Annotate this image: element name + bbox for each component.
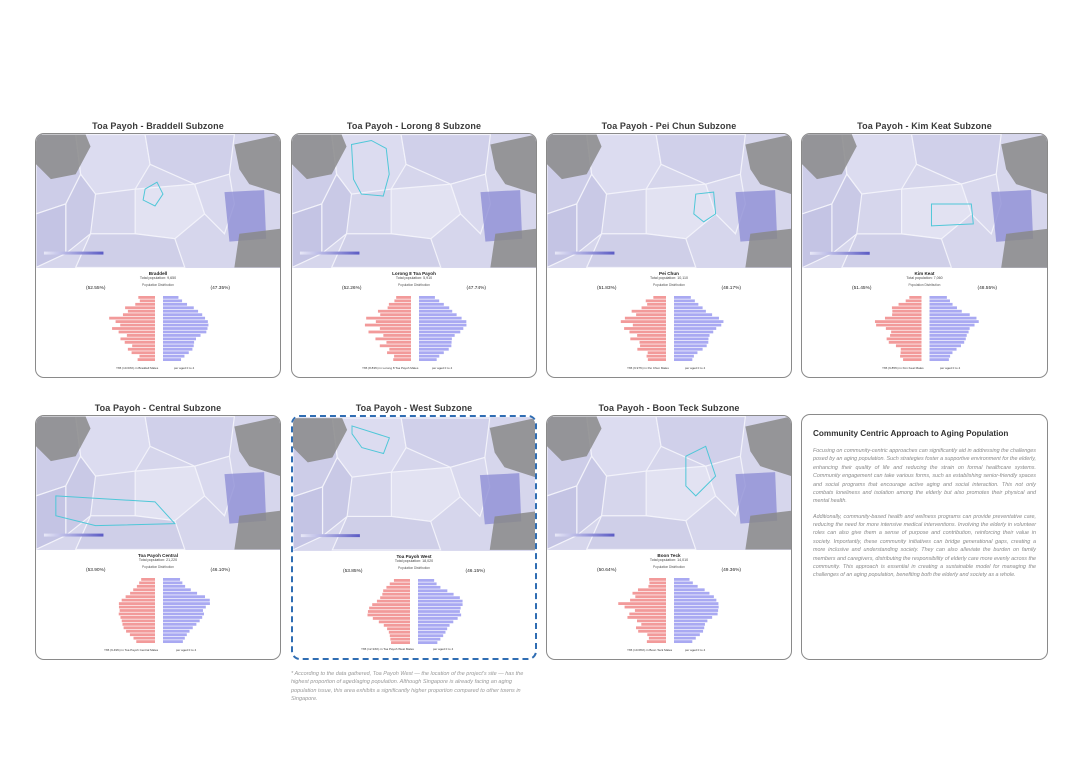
subzone-map <box>36 416 280 550</box>
pyramid-subtitle: Population Distribution <box>908 283 941 287</box>
pyramid-subtitle: Population Distribution <box>142 565 174 569</box>
article-paragraph-1: Focusing on community-centric approaches… <box>813 448 1036 505</box>
female-percentage: (49.36%) <box>721 568 741 573</box>
pyramid-subtitle: Population Distribution <box>142 283 174 287</box>
subzone-card-west: Toa Payoh West Total population: 18,020 … <box>291 415 537 660</box>
subzone-card-central: Toa Payoh Central Total population: 21,2… <box>35 415 281 660</box>
subzone-card-lorong-8: Lorong 8 Toa Payoh Total population: 5,9… <box>291 133 537 378</box>
pyramid-total-population: Total population: 10,110 <box>650 276 688 280</box>
panel-title: Toa Payoh - Central Subzone <box>94 403 222 413</box>
pyramid-footer-right: per aged 0 to 4 <box>685 366 706 370</box>
pyramid-footer-left: Y65 (9.97%) in Pei Chun Males <box>627 366 669 370</box>
pyramid-title: Kim Keat <box>914 271 935 276</box>
panel-title: Toa Payoh - Kim Keat Subzone <box>857 121 992 131</box>
pyramid-title: Boon Teck <box>657 553 681 558</box>
subzone-map <box>36 134 280 268</box>
pyramid-subtitle: Population Distribution <box>398 283 430 287</box>
pyramid-bars <box>618 578 719 644</box>
female-percentage: (47.35%) <box>210 286 230 291</box>
population-pyramid: Boon Teck Total population: 14,010 Popul… <box>547 550 791 659</box>
male-percentage: (51.45%) <box>852 286 872 291</box>
population-pyramid: Toa Payoh West Total population: 18,020 … <box>293 551 535 658</box>
pyramid-total-population: Total population: 21,220 <box>138 558 178 562</box>
pyramid-footer-left: Y65 (10.63%) in Braddell Males <box>116 366 159 370</box>
population-pyramid: Lorong 8 Toa Payoh Total population: 5,9… <box>292 268 536 377</box>
pyramid-bars <box>118 578 210 644</box>
subzone-map <box>802 134 1047 268</box>
pyramid-bars <box>620 296 724 362</box>
subzone-map <box>547 134 791 268</box>
pyramid-bars <box>109 296 209 362</box>
pyramid-footer-right: per aged 0 to 4 <box>940 366 961 370</box>
pyramid-subtitle: Population Distribution <box>653 283 685 287</box>
article-title: Community Centric Approach to Aging Popu… <box>813 429 1009 438</box>
subzone-card-pei-chun: Pei Chun Total population: 10,110 Popula… <box>546 133 792 378</box>
male-percentage: (50.64%) <box>597 568 617 573</box>
footnote: * According to the data gathered, Toa Pa… <box>291 671 524 702</box>
pyramid-footer-right: per aged 0 to 4 <box>685 648 706 652</box>
pyramid-footer-right: per aged 0 to 4 <box>433 647 454 651</box>
pyramid-footer-left: Y65 (12.34%) in Toa Payoh West Males <box>361 647 414 651</box>
population-pyramid: Toa Payoh Central Total population: 21,2… <box>36 550 280 659</box>
pyramid-footer-right: per aged 0 to 4 <box>174 366 195 370</box>
pyramid-footer-left: Y65 (10.66%) in Boon Teck Males <box>627 648 673 652</box>
population-pyramid: Pei Chun Total population: 10,110 Popula… <box>547 268 791 377</box>
subzone-map <box>293 417 535 551</box>
pyramid-title: Pei Chun <box>659 271 679 276</box>
subzone-map <box>292 134 536 268</box>
pyramid-total-population: Total population: 5,910 <box>395 276 433 280</box>
pyramid-bars <box>874 296 979 362</box>
population-pyramid: Kim Keat Total population: 7,060 Populat… <box>802 268 1047 377</box>
pyramid-footer-right: per aged 0 to 4 <box>432 366 453 370</box>
subzone-card-kim-keat: Kim Keat Total population: 7,060 Populat… <box>801 133 1048 378</box>
subzone-card-boon-teck: Boon Teck Total population: 14,010 Popul… <box>546 415 792 660</box>
pyramid-footer-left: Y65 (9.85%) in Kim Keat Males <box>882 366 924 370</box>
female-percentage: (48.17%) <box>721 286 741 291</box>
article-paragraph-2: Additionally, community-based health and… <box>813 513 1036 579</box>
pyramid-bars <box>367 579 463 645</box>
male-percentage: (52.26%) <box>342 286 362 291</box>
panel-title: Toa Payoh - Boon Teck Subzone <box>598 403 740 413</box>
article-card: Community Centric Approach to Aging Popu… <box>801 414 1048 660</box>
population-pyramid: Braddell Total population: 9,650 Populat… <box>36 268 280 377</box>
pyramid-total-population: Total population: 7,060 <box>906 276 943 280</box>
pyramid-title: Braddell <box>148 271 168 276</box>
panel-title: Toa Payoh - West Subzone <box>355 403 473 413</box>
pyramid-total-population: Total population: 18,020 <box>394 559 434 563</box>
pyramid-title: Toa Payoh West <box>396 554 432 559</box>
female-percentage: (46.15%) <box>465 569 485 574</box>
pyramid-subtitle: Population Distribution <box>653 565 685 569</box>
pyramid-footer-right: per aged 0 to 4 <box>176 648 197 652</box>
female-percentage: (47.74%) <box>466 286 486 291</box>
pyramid-title: Toa Payoh Central <box>138 553 178 558</box>
panel-title: Toa Payoh - Braddell Subzone <box>92 121 224 131</box>
subzone-map <box>547 416 791 550</box>
male-percentage: (52.55%) <box>86 286 106 291</box>
male-percentage: (51.83%) <box>597 286 617 291</box>
female-percentage: (46.10%) <box>210 568 230 573</box>
pyramid-total-population: Total population: 14,010 <box>649 558 689 562</box>
pyramid-title: Lorong 8 Toa Payoh <box>392 271 436 276</box>
female-percentage: (48.55%) <box>977 286 997 291</box>
panel-title: Toa Payoh - Lorong 8 Subzone <box>346 121 482 131</box>
pyramid-footer-left: Y65 (9.49%) in Toa Payoh Central Males <box>104 648 159 652</box>
subzone-card-braddell: Braddell Total population: 9,650 Populat… <box>35 133 281 378</box>
pyramid-footer-left: Y65 (8.83%) in Lorong 8 Toa Payoh Males <box>362 366 419 370</box>
pyramid-subtitle: Population Distribution <box>398 566 430 570</box>
pyramid-bars <box>364 296 467 362</box>
male-percentage: (53.90%) <box>86 568 106 573</box>
panel-title: Toa Payoh - Pei Chun Subzone <box>601 121 737 131</box>
male-percentage: (53.85%) <box>343 569 363 574</box>
pyramid-total-population: Total population: 9,650 <box>139 276 177 280</box>
